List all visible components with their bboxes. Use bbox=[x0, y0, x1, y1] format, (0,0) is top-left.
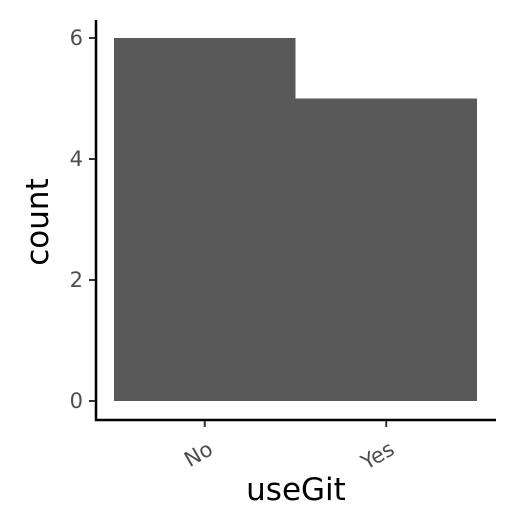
x-tick-label-yes: Yes bbox=[356, 437, 398, 475]
x-tick-label-no: No bbox=[180, 437, 217, 472]
x-axis-title: useGit bbox=[246, 472, 346, 508]
y-axis-ticks: 0 2 4 6 bbox=[70, 26, 95, 413]
x-axis-ticks: No Yes bbox=[180, 421, 398, 475]
y-tick-label-4: 4 bbox=[70, 147, 83, 171]
y-tick-label-2: 2 bbox=[70, 268, 83, 292]
bar-no bbox=[114, 38, 296, 401]
bars-group bbox=[114, 38, 477, 401]
y-tick-label-0: 0 bbox=[70, 389, 83, 413]
y-tick-label-6: 6 bbox=[70, 26, 83, 50]
bar-yes bbox=[295, 98, 477, 401]
y-axis-title: count bbox=[20, 178, 56, 265]
